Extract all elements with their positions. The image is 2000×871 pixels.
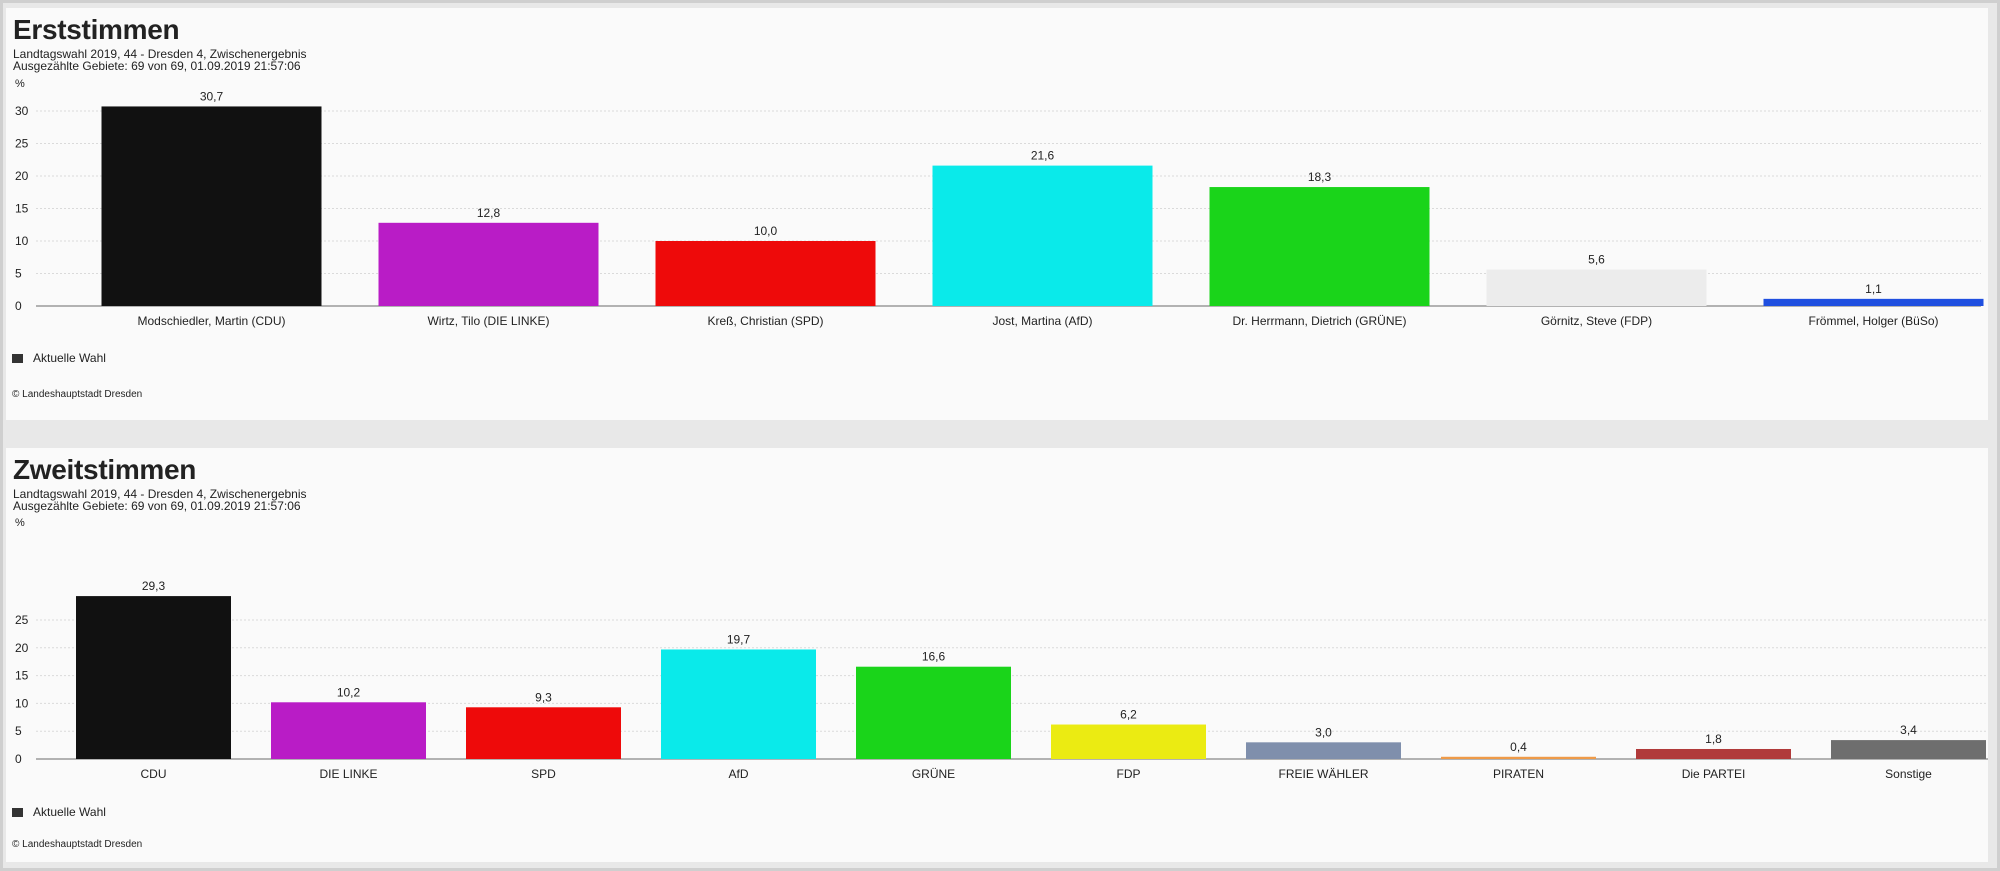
bar-6	[1051, 724, 1206, 759]
category-label: SPD	[531, 767, 556, 781]
y-axis-unit: %	[15, 517, 25, 529]
data-label: 10,2	[337, 685, 361, 699]
category-label: Kreß, Christian (SPD)	[707, 314, 823, 328]
category-label: CDU	[141, 767, 167, 781]
y-tick-label: 0	[15, 752, 22, 766]
bar-4	[932, 165, 1153, 306]
y-tick-label: 25	[15, 137, 29, 151]
category-label: PIRATEN	[1493, 767, 1544, 781]
bar-3	[466, 707, 621, 759]
y-axis-unit: %	[15, 78, 25, 90]
category-label: Jost, Martina (AfD)	[992, 314, 1092, 328]
category-label: Die PARTEI	[1682, 767, 1746, 781]
bar-5	[856, 666, 1011, 759]
bar-1	[76, 596, 231, 759]
chart-subtitle-status: Ausgezählte Gebiete: 69 von 69, 01.09.20…	[13, 59, 301, 73]
category-label: Modschiedler, Martin (CDU)	[137, 314, 285, 328]
data-label: 10,0	[754, 224, 778, 238]
data-label: 1,8	[1705, 732, 1722, 746]
erststimmen-chart: 0 5 10 15 20 25 30 30,7 Modschiedler, Martin (CD…	[15, 89, 1984, 328]
copyright-notice: © Landeshauptstadt Dresden	[12, 839, 143, 850]
legend-label: Aktuelle Wahl	[33, 805, 106, 819]
chart-title: Erststimmen	[13, 14, 180, 45]
chart-title: Zweitstimmen	[13, 454, 197, 485]
y-tick-label: 5	[15, 724, 22, 738]
y-tick-label: 5	[15, 267, 22, 281]
bar-2	[271, 702, 426, 759]
data-label: 3,0	[1315, 725, 1332, 739]
y-tick-label: 30	[15, 104, 29, 118]
data-label: 12,8	[477, 206, 501, 220]
bar-6	[1486, 269, 1707, 306]
y-tick-label: 20	[15, 641, 29, 655]
bar-2	[378, 222, 599, 306]
y-tick-label: 25	[15, 613, 29, 627]
data-label: 29,3	[142, 579, 166, 593]
bar-4	[661, 649, 816, 759]
legend[interactable]: Aktuelle Wahl	[12, 351, 106, 365]
chart-subtitle-status: Ausgezählte Gebiete: 69 von 69, 01.09.20…	[13, 499, 301, 513]
erststimmen-panel: Erststimmen Landtagswahl 2019, 44 - Dres…	[6, 8, 1988, 420]
legend-swatch	[12, 353, 23, 363]
bar-5	[1209, 187, 1430, 306]
data-label: 1,1	[1865, 282, 1882, 296]
data-label: 0,4	[1510, 740, 1527, 754]
category-label: Frömmel, Holger (BüSo)	[1808, 314, 1938, 328]
bar-9	[1636, 748, 1791, 759]
legend-swatch	[12, 807, 23, 817]
y-tick-label: 10	[15, 234, 29, 248]
bar-10	[1831, 740, 1986, 759]
category-label: Sonstige	[1885, 767, 1932, 781]
zweitstimmen-chart: 0 5 10 15 20 25 29,3 CDU 10,2 DIE LINKE 9,3 SPD 19,7…	[15, 579, 1988, 781]
category-label: Dr. Herrmann, Dietrich (GRÜNE)	[1232, 314, 1406, 328]
copyright-notice: © Landeshauptstadt Dresden	[12, 389, 143, 400]
bar-8	[1441, 756, 1596, 759]
data-label: 19,7	[727, 632, 751, 646]
data-label: 30,7	[200, 89, 224, 103]
legend[interactable]: Aktuelle Wahl	[12, 805, 106, 819]
legend-label: Aktuelle Wahl	[33, 351, 106, 365]
chart-subtitle-election: Landtagswahl 2019, 44 - Dresden 4, Zwisc…	[13, 487, 307, 501]
data-label: 21,6	[1031, 149, 1055, 163]
category-label: FDP	[1117, 767, 1141, 781]
category-label: FREIE WÄHLER	[1278, 767, 1368, 781]
data-label: 5,6	[1588, 253, 1605, 267]
data-label: 3,4	[1900, 723, 1917, 737]
y-tick-label: 15	[15, 669, 29, 683]
zweitstimmen-panel: Zweitstimmen Landtagswahl 2019, 44 - Dre…	[6, 448, 1988, 862]
data-label: 18,3	[1308, 170, 1332, 184]
category-label: Wirtz, Tilo (DIE LINKE)	[427, 314, 549, 328]
y-tick-label: 0	[15, 299, 22, 313]
data-label: 16,6	[922, 650, 946, 664]
chart-subtitle-election: Landtagswahl 2019, 44 - Dresden 4, Zwisc…	[13, 47, 307, 61]
category-label: GRÜNE	[912, 767, 955, 781]
category-label: AfD	[728, 767, 748, 781]
category-label: DIE LINKE	[319, 767, 377, 781]
data-label: 9,3	[535, 690, 552, 704]
data-label: 6,2	[1120, 708, 1137, 722]
y-tick-label: 10	[15, 696, 29, 710]
y-tick-label: 15	[15, 202, 29, 216]
bar-7	[1246, 742, 1401, 759]
y-tick-label: 20	[15, 169, 29, 183]
category-label: Görnitz, Steve (FDP)	[1541, 314, 1652, 328]
bar-1	[101, 106, 322, 306]
bar-3	[655, 241, 876, 306]
bar-7	[1763, 298, 1984, 306]
